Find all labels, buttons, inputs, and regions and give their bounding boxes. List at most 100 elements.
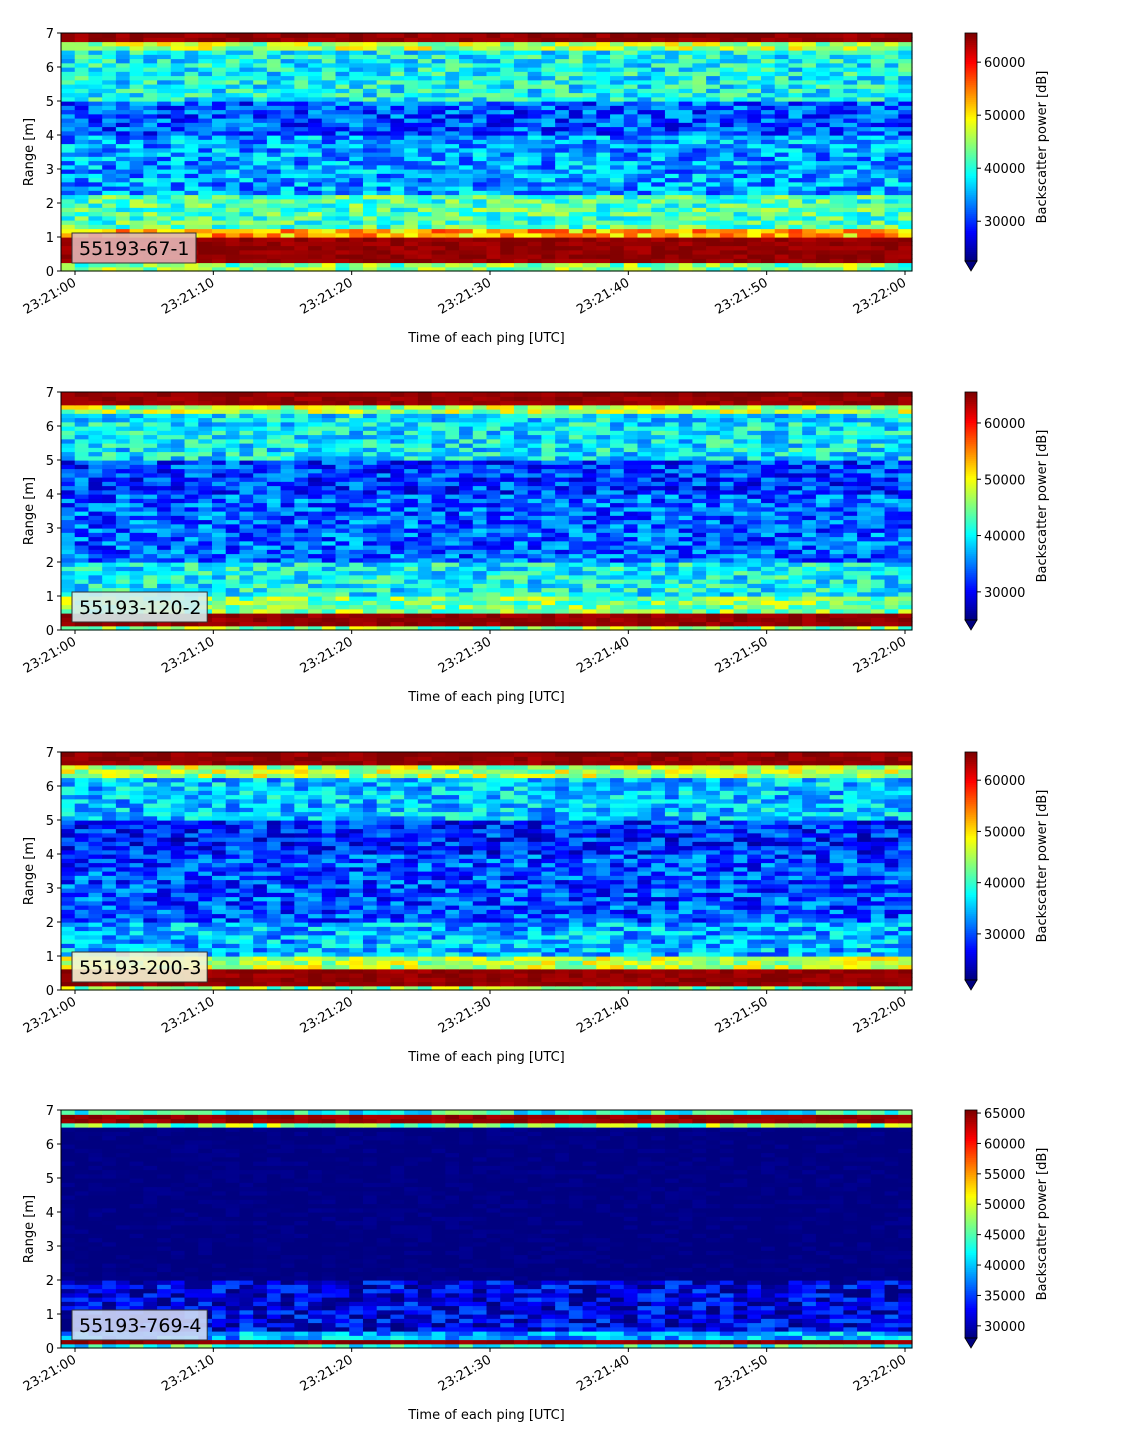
heatmap-cell <box>88 62 103 68</box>
heatmap-cell <box>857 118 872 123</box>
heatmap-cell <box>719 130 735 136</box>
heatmap-cell <box>884 96 899 102</box>
heatmap-cell <box>610 258 625 264</box>
heatmap-cell <box>884 45 899 51</box>
heatmap-cell <box>239 583 254 589</box>
heatmap-cell <box>857 540 872 546</box>
heatmap-cell <box>774 177 790 183</box>
heatmap-cell <box>335 139 350 145</box>
heatmap-cell <box>431 241 446 247</box>
heatmap-cell <box>527 545 543 550</box>
heatmap-cell <box>308 583 323 589</box>
heatmap-cell <box>115 147 131 153</box>
heatmap-cell <box>706 143 721 149</box>
heatmap-cell <box>280 211 295 217</box>
heatmap-cell <box>664 84 680 89</box>
heatmap-cell <box>74 583 90 589</box>
heatmap-cell <box>596 203 611 208</box>
heatmap-cell <box>829 194 844 200</box>
heatmap-cell <box>527 613 543 618</box>
heatmap-cell <box>747 579 762 584</box>
heatmap-cell <box>664 203 680 208</box>
heatmap-cell <box>678 613 693 618</box>
heatmap-cell <box>362 109 378 115</box>
heatmap-cell <box>198 203 213 208</box>
heatmap-cell <box>349 45 364 51</box>
heatmap-cell <box>266 224 282 230</box>
heatmap-cell <box>596 143 611 149</box>
heatmap-cell <box>445 156 460 162</box>
heatmap-cell <box>623 37 639 43</box>
heatmap-cell <box>459 249 474 255</box>
heatmap-cell <box>486 186 501 191</box>
heatmap-cell <box>239 540 254 546</box>
heatmap-cell <box>706 583 721 589</box>
heatmap-cell <box>362 545 378 550</box>
heatmap-cell <box>623 198 639 204</box>
heatmap-cell <box>486 41 501 47</box>
heatmap-cell <box>747 245 762 251</box>
heatmap-cell <box>719 109 735 115</box>
heatmap-cell <box>527 37 543 43</box>
heatmap-cell <box>486 33 501 38</box>
heatmap-cell <box>761 33 776 38</box>
heatmap-cell <box>829 625 844 631</box>
heatmap-cell <box>898 228 913 234</box>
heatmap-cell <box>225 45 241 51</box>
heatmap-cell <box>431 147 446 153</box>
heatmap-cell <box>664 118 680 123</box>
heatmap-cell <box>294 118 309 123</box>
heatmap-cell <box>431 113 446 119</box>
heatmap-cell <box>747 58 762 64</box>
heatmap-cell <box>308 67 323 72</box>
heatmap-cell <box>486 88 501 94</box>
heatmap-cell <box>157 143 172 149</box>
heatmap-cell <box>253 113 268 119</box>
heatmap-cell <box>555 545 570 550</box>
heatmap-cell <box>61 160 76 166</box>
heatmap-cell <box>719 215 735 221</box>
heatmap-cell <box>692 587 707 593</box>
heatmap-cell <box>582 45 597 51</box>
heatmap-cell <box>788 41 803 47</box>
heatmap-cell <box>239 591 254 597</box>
heatmap-cell <box>294 583 309 589</box>
heatmap-cell <box>555 621 570 627</box>
heatmap-cell <box>843 62 858 68</box>
heatmap-cell <box>253 147 268 153</box>
heatmap-cell <box>815 266 831 272</box>
heatmap-cell <box>253 207 268 213</box>
heatmap-cell <box>815 241 831 247</box>
heatmap-cell <box>431 135 446 140</box>
heatmap-cell <box>308 126 323 132</box>
heatmap-cell <box>761 215 776 221</box>
heatmap-cell <box>459 203 474 208</box>
heatmap-cell <box>802 169 817 174</box>
heatmap-cell <box>651 540 666 546</box>
heatmap-cell <box>884 122 899 128</box>
heatmap-cell <box>802 186 817 191</box>
heatmap-cell <box>74 37 90 43</box>
heatmap-cell <box>747 169 762 174</box>
heatmap-cell <box>843 600 858 606</box>
heatmap-cell <box>884 211 899 217</box>
heatmap-cell <box>115 105 131 111</box>
heatmap-cell <box>266 587 282 593</box>
heatmap-cell <box>651 583 666 589</box>
heatmap-cell <box>802 237 817 242</box>
heatmap-cell <box>829 549 844 555</box>
heatmap-cell <box>225 220 241 225</box>
heatmap-cell <box>417 203 433 208</box>
heatmap-cell <box>829 232 844 238</box>
heatmap-cell <box>102 160 117 166</box>
heatmap-cell <box>898 540 913 546</box>
heatmap-cell <box>294 613 309 618</box>
heatmap-cell <box>321 249 337 255</box>
heatmap-cell <box>184 58 199 64</box>
heatmap-cell <box>747 224 762 230</box>
heatmap-cell <box>527 101 543 106</box>
heatmap-cell <box>898 50 913 55</box>
heatmap-cell <box>472 147 488 153</box>
heatmap-cell <box>513 604 529 610</box>
heatmap-cell <box>692 62 707 68</box>
